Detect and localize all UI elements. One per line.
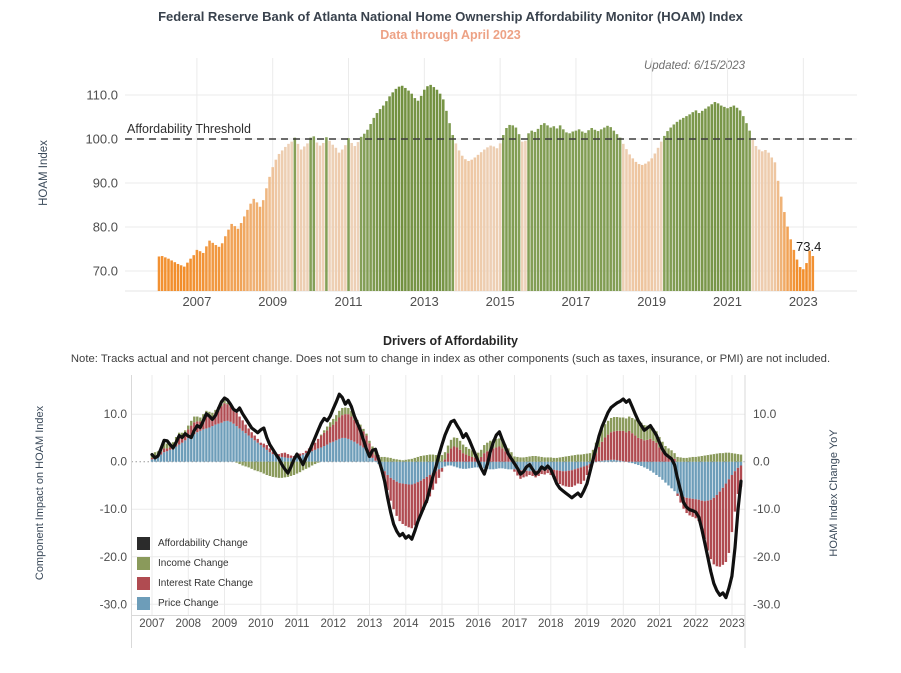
svg-text:2007: 2007 [182, 294, 211, 309]
svg-text:2023: 2023 [719, 618, 745, 630]
svg-text:0.0: 0.0 [753, 455, 770, 469]
legend-label: Affordability Change [158, 537, 248, 549]
svg-text:2019: 2019 [637, 294, 666, 309]
svg-text:0.0: 0.0 [110, 455, 127, 469]
drivers-chart-note: Note: Tracks actual and not percent chan… [70, 353, 831, 365]
svg-text:70.0: 70.0 [93, 264, 118, 279]
legend-label: Price Change [158, 597, 219, 609]
svg-text:2019: 2019 [574, 618, 600, 630]
svg-text:-10.0: -10.0 [753, 502, 781, 516]
svg-text:2016: 2016 [466, 618, 492, 630]
svg-text:2022: 2022 [683, 618, 709, 630]
svg-text:2011: 2011 [335, 294, 363, 309]
svg-text:2018: 2018 [538, 618, 564, 630]
affordability-threshold-label: Affordability Threshold [127, 122, 251, 136]
price-change-swatch-icon [137, 596, 150, 610]
svg-text:2021: 2021 [713, 294, 742, 309]
top-axis-ticks: 70.0 80.0 90.0 100.0 110.0 2007 2009 2011 2013 20… [85, 88, 817, 310]
svg-text:2008: 2008 [176, 618, 202, 630]
svg-text:2011: 2011 [285, 618, 310, 630]
bottom-axis-ticks: 10.0 10.0 0.0 0.0 -10.0 -10.0 -20.0 -20.0 -30.0 -… [100, 407, 781, 630]
drivers-chart-title: Drivers of Affordability [383, 334, 518, 348]
income-change-swatch-icon [137, 556, 150, 570]
svg-text:-20.0: -20.0 [100, 550, 128, 564]
svg-text:2012: 2012 [321, 618, 347, 630]
affordability-change-swatch-icon [137, 536, 150, 550]
svg-text:-20.0: -20.0 [753, 550, 781, 564]
svg-text:100.0: 100.0 [85, 132, 118, 147]
hoam-yoy-change-line [150, 392, 743, 600]
page-title: Federal Reserve Bank of Atlanta National… [158, 9, 743, 24]
svg-text:2015: 2015 [429, 618, 455, 630]
updated-date-note: Updated: 6/15/2023 [643, 60, 745, 72]
legend: Affordability Change Income Change Inter… [137, 533, 253, 613]
svg-text:110.0: 110.0 [86, 88, 118, 103]
svg-text:10.0: 10.0 [753, 407, 777, 421]
bottom-gridlines [131, 375, 746, 648]
last-value-annotation: 73.4 [796, 239, 822, 254]
drivers-of-affordability-chart[interactable]: 10.0 10.0 0.0 0.0 -10.0 -10.0 -20.0 -20.0 -30.0 -… [0, 370, 901, 665]
legend-item-price-change[interactable]: Price Change [137, 593, 253, 613]
svg-text:2017: 2017 [561, 294, 590, 309]
svg-text:2007: 2007 [139, 618, 165, 630]
svg-text:2009: 2009 [212, 618, 238, 630]
hoam-index-bar-chart[interactable]: 70.0 80.0 90.0 100.0 110.0 2007 2009 2011 2013 20… [0, 50, 901, 315]
svg-text:90.0: 90.0 [93, 176, 118, 191]
svg-text:2013: 2013 [410, 294, 439, 309]
svg-text:2010: 2010 [248, 618, 274, 630]
svg-text:80.0: 80.0 [93, 220, 118, 235]
legend-label: Income Change [158, 557, 229, 569]
svg-text:2009: 2009 [258, 294, 287, 309]
svg-text:2023: 2023 [789, 294, 818, 309]
svg-text:-30.0: -30.0 [100, 597, 128, 611]
component-impact-bars[interactable] [150, 400, 743, 567]
svg-text:2015: 2015 [486, 294, 515, 309]
svg-text:2013: 2013 [357, 618, 383, 630]
legend-label: Interest Rate Change [158, 577, 254, 589]
page-subtitle: Data through April 2023 [380, 28, 521, 42]
svg-text:10.0: 10.0 [104, 407, 128, 421]
svg-text:2017: 2017 [502, 618, 528, 630]
legend-item-affordability-change[interactable]: Affordability Change [137, 533, 253, 553]
legend-item-income-change[interactable]: Income Change [137, 553, 253, 573]
svg-text:2021: 2021 [647, 618, 673, 630]
svg-text:-30.0: -30.0 [753, 597, 781, 611]
svg-text:2020: 2020 [611, 618, 637, 630]
hoam-index-bars[interactable] [157, 84, 815, 292]
svg-text:2014: 2014 [393, 618, 419, 630]
legend-item-interest-rate-change[interactable]: Interest Rate Change [137, 573, 253, 593]
svg-text:-10.0: -10.0 [100, 502, 128, 516]
interest-rate-change-swatch-icon [137, 576, 150, 590]
